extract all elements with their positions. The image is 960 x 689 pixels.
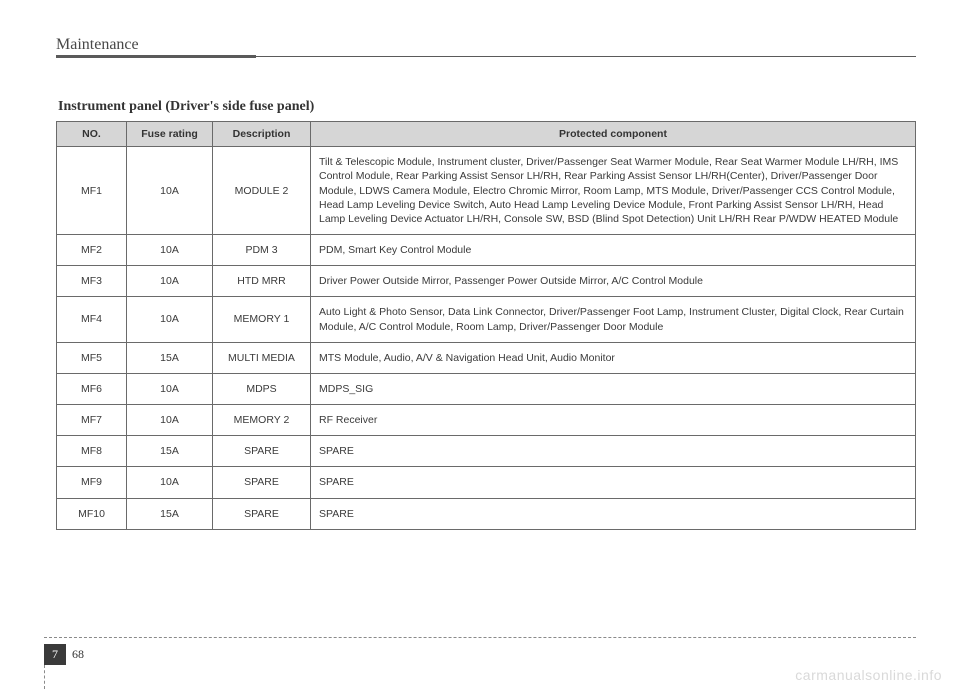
cell-rating: 10A [127,373,213,404]
col-rating: Fuse rating [127,122,213,147]
page-number: 68 [66,644,90,665]
table-row: MF7 10A MEMORY 2 RF Receiver [57,405,916,436]
chapter-number: 7 [44,644,66,665]
cell-desc: MODULE 2 [213,147,311,235]
cell-desc: SPARE [213,436,311,467]
table-row: MF5 15A MULTI MEDIA MTS Module, Audio, A… [57,342,916,373]
cell-no: MF1 [57,147,127,235]
title-underline [56,55,256,58]
table-row: MF4 10A MEMORY 1 Auto Light & Photo Sens… [57,297,916,342]
cell-prot: SPARE [311,498,916,529]
cell-desc: SPARE [213,498,311,529]
table-row: MF2 10A PDM 3 PDM, Smart Key Control Mod… [57,235,916,266]
cell-prot: SPARE [311,436,916,467]
cell-rating: 10A [127,405,213,436]
table-row: MF9 10A SPARE SPARE [57,467,916,498]
cell-prot: RF Receiver [311,405,916,436]
cell-desc: MEMORY 2 [213,405,311,436]
table-row: MF1 10A MODULE 2 Tilt & Telescopic Modul… [57,147,916,235]
cell-desc: MEMORY 1 [213,297,311,342]
cell-desc: PDM 3 [213,235,311,266]
cell-desc: MULTI MEDIA [213,342,311,373]
cell-prot: Tilt & Telescopic Module, Instrument clu… [311,147,916,235]
cell-desc: HTD MRR [213,266,311,297]
col-prot: Protected component [311,122,916,147]
table-header-row: NO. Fuse rating Description Protected co… [57,122,916,147]
cell-prot: PDM, Smart Key Control Module [311,235,916,266]
cell-prot: Driver Power Outside Mirror, Passenger P… [311,266,916,297]
cell-no: MF3 [57,266,127,297]
cell-no: MF5 [57,342,127,373]
cell-rating: 10A [127,266,213,297]
cell-no: MF8 [57,436,127,467]
cell-desc: MDPS [213,373,311,404]
page-subtitle: Instrument panel (Driver's side fuse pan… [58,99,916,115]
col-desc: Description [213,122,311,147]
cell-no: MF4 [57,297,127,342]
page-number-block: 7 68 [44,644,90,665]
table-row: MF3 10A HTD MRR Driver Power Outside Mir… [57,266,916,297]
cell-prot: MTS Module, Audio, A/V & Navigation Head… [311,342,916,373]
cell-no: MF7 [57,405,127,436]
col-no: NO. [57,122,127,147]
footer-dotted-vertical [44,665,45,689]
cell-no: MF6 [57,373,127,404]
footer-dotted-line [44,637,916,638]
page-footer: 7 68 [0,637,960,665]
cell-rating: 15A [127,436,213,467]
cell-no: MF10 [57,498,127,529]
cell-prot: MDPS_SIG [311,373,916,404]
table-row: MF8 15A SPARE SPARE [57,436,916,467]
cell-rating: 15A [127,342,213,373]
cell-rating: 10A [127,297,213,342]
table-row: MF6 10A MDPS MDPS_SIG [57,373,916,404]
cell-no: MF9 [57,467,127,498]
table-body: MF1 10A MODULE 2 Tilt & Telescopic Modul… [57,147,916,530]
cell-desc: SPARE [213,467,311,498]
fuse-table: NO. Fuse rating Description Protected co… [56,121,916,530]
table-row: MF10 15A SPARE SPARE [57,498,916,529]
cell-prot: Auto Light & Photo Sensor, Data Link Con… [311,297,916,342]
section-title: Maintenance [56,36,139,56]
cell-rating: 10A [127,235,213,266]
header-rule: Maintenance [56,36,916,57]
cell-rating: 10A [127,147,213,235]
cell-prot: SPARE [311,467,916,498]
watermark-text: carmanualsonline.info [795,667,942,683]
cell-rating: 10A [127,467,213,498]
cell-rating: 15A [127,498,213,529]
cell-no: MF2 [57,235,127,266]
